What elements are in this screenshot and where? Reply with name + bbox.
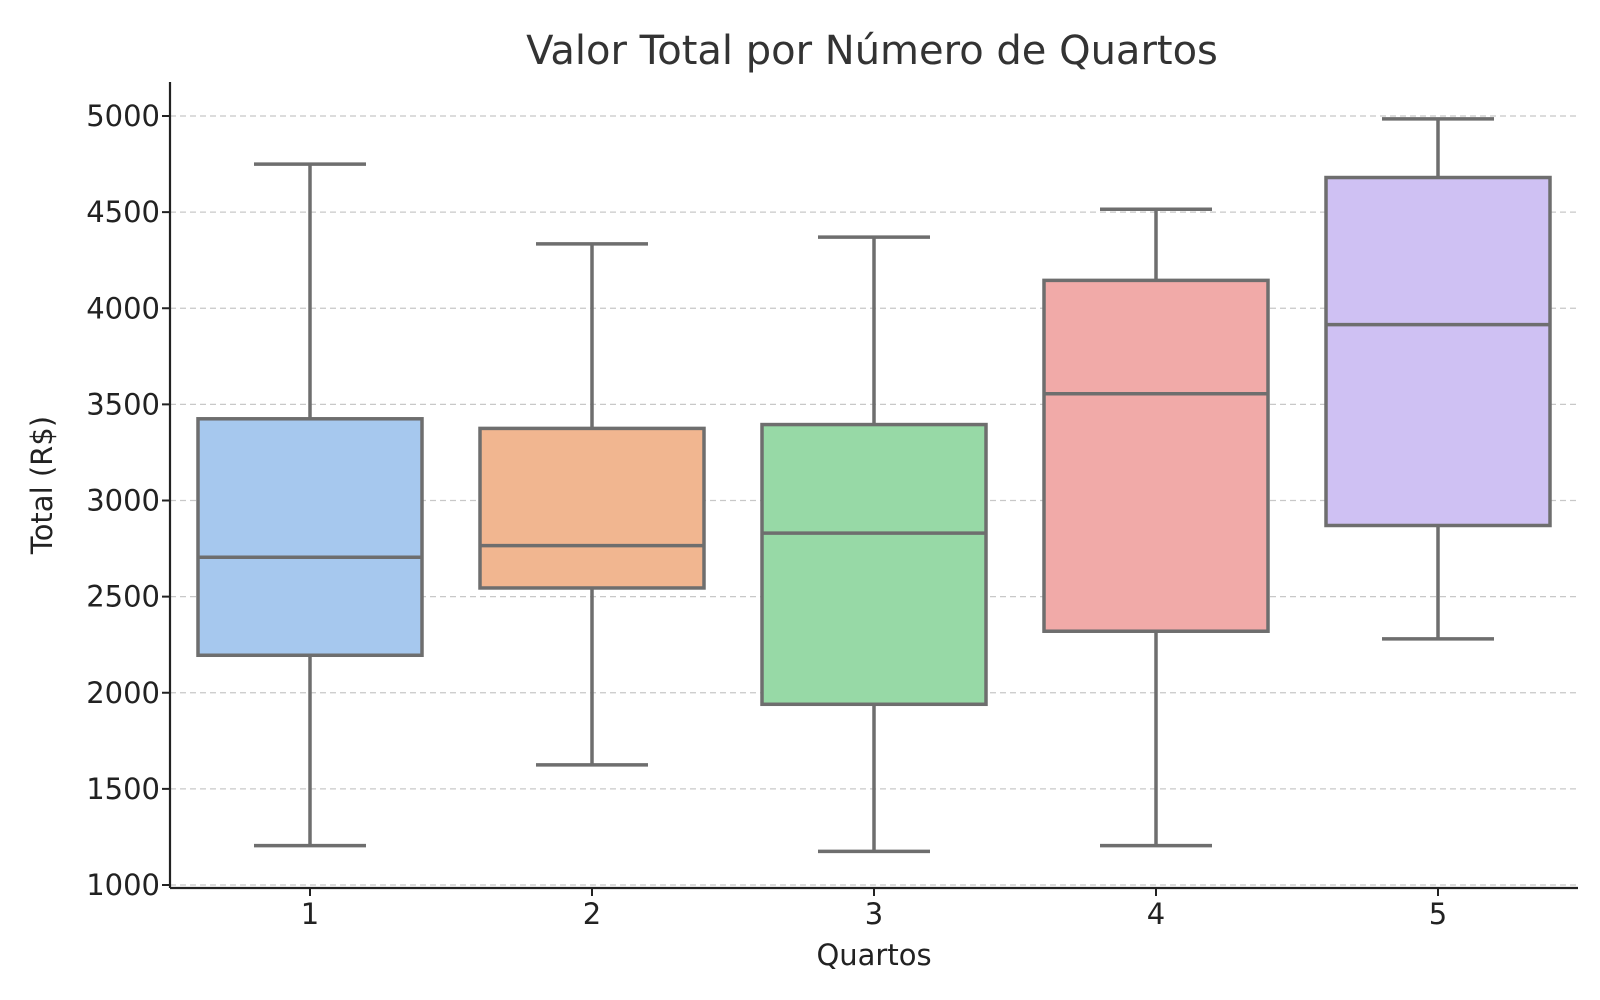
box-3 bbox=[760, 235, 988, 854]
box-4 bbox=[1042, 207, 1270, 848]
x-tick-label: 4 bbox=[1147, 897, 1165, 931]
iqr-box bbox=[1324, 175, 1552, 528]
y-tick-label: 3500 bbox=[86, 387, 160, 421]
y-tick-label: 2000 bbox=[86, 676, 160, 710]
y-ticks: 1000 1500 2000 2500 3000 3500 4000 4500 5000 bbox=[86, 99, 170, 902]
y-tick-label: 5000 bbox=[86, 99, 160, 133]
x-tick-label: 3 bbox=[865, 897, 883, 931]
x-ticks: 1 2 3 4 5 bbox=[301, 888, 1447, 931]
x-tick-label: 5 bbox=[1429, 897, 1447, 931]
iqr-box bbox=[1042, 278, 1270, 633]
box-2 bbox=[478, 242, 706, 767]
x-axis-label: Quartos bbox=[816, 938, 931, 972]
box-5 bbox=[1324, 117, 1552, 641]
boxes bbox=[196, 117, 1552, 854]
chart-title: Valor Total por Número de Quartos bbox=[526, 28, 1218, 74]
iqr-box bbox=[760, 422, 988, 707]
x-tick-label: 2 bbox=[583, 897, 601, 931]
box-1 bbox=[196, 162, 424, 848]
y-axis-label: Total (R$) bbox=[25, 416, 59, 555]
y-tick-label: 1000 bbox=[86, 868, 160, 902]
y-tick-label: 3000 bbox=[86, 484, 160, 518]
y-tick-label: 4500 bbox=[86, 195, 160, 229]
iqr-box bbox=[478, 426, 706, 590]
y-tick-label: 2500 bbox=[86, 580, 160, 614]
x-tick-label: 1 bbox=[301, 897, 319, 931]
iqr-box bbox=[196, 417, 424, 658]
y-tick-label: 4000 bbox=[86, 291, 160, 325]
y-tick-label: 1500 bbox=[86, 772, 160, 806]
